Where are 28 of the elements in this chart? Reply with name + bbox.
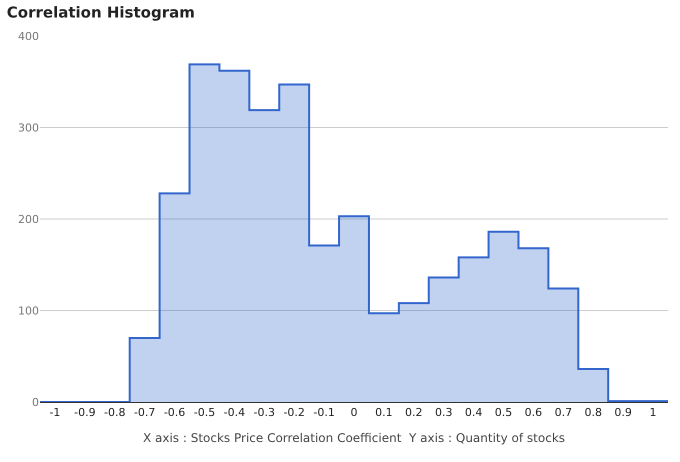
y-tick-label: 200 <box>18 212 39 226</box>
x-tick-label: -0.6 <box>164 406 186 420</box>
x-tick-label: -0.2 <box>283 406 305 420</box>
y-tick-label: 300 <box>18 121 39 134</box>
x-tick-label: -0.9 <box>74 406 96 420</box>
x-tick-label: -0.3 <box>254 406 276 420</box>
x-tick-label: 0.3 <box>434 406 452 420</box>
x-tick-label: 0.2 <box>405 406 423 420</box>
x-tick-label: -0.7 <box>134 406 156 420</box>
y-tick-label: 400 <box>18 30 39 43</box>
x-tick-label: 1 <box>650 406 657 420</box>
x-tick-label: 0.6 <box>524 406 542 420</box>
chart-title: Correlation Histogram <box>6 3 195 22</box>
x-tick-label: -0.4 <box>224 406 246 420</box>
x-tick-label: 0.7 <box>554 406 572 420</box>
x-tick-label: 0.8 <box>584 406 602 420</box>
x-tick-label: -0.5 <box>194 406 216 420</box>
x-tick-label: -0.1 <box>313 406 335 420</box>
x-tick-label: -0.8 <box>104 406 126 420</box>
x-tick-label: 0.5 <box>494 406 512 420</box>
x-tick-label: 0.4 <box>464 406 482 420</box>
x-tick-label: 0.1 <box>375 406 393 420</box>
x-tick-label: 0.9 <box>614 406 632 420</box>
x-axis-title: X axis : Stocks Price Correlation Coefficient Y axis : Quantity of stocks <box>142 431 566 446</box>
x-tick-label: 0 <box>350 406 358 420</box>
y-tick-label: 100 <box>18 304 39 318</box>
x-tick-label: -1 <box>49 406 60 420</box>
y-tick-label: 0 <box>32 396 39 409</box>
